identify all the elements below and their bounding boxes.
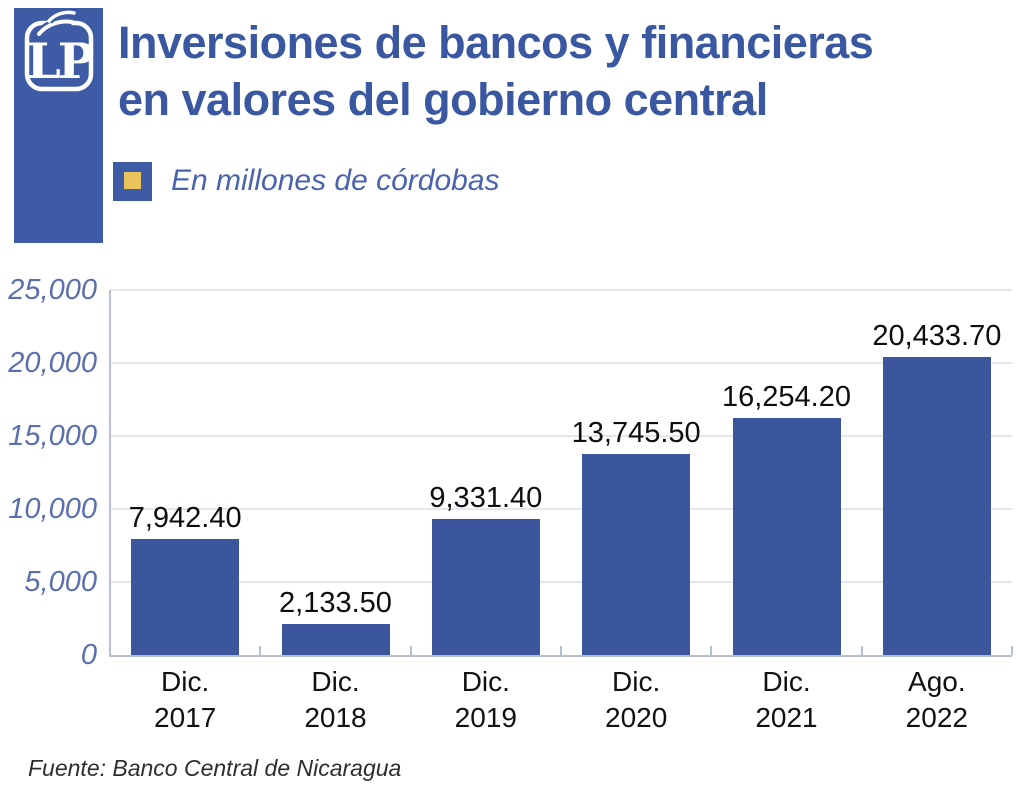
bar [131,539,240,655]
x-axis-label: Dic. 2019 [411,664,561,736]
chart-subtitle: En millones de córdobas [171,164,500,197]
bar [882,356,991,655]
y-axis-label: 15,000 [8,420,97,452]
x-axis-label-line: 2020 [605,702,668,733]
page-title-line2: en valores del gobierno central [118,74,768,125]
y-axis-label: 0 [80,639,97,671]
legend-swatch-inner-icon [124,171,141,189]
bar-value-label: 16,254.20 [721,380,851,413]
x-axis-label-line: Dic. [161,666,210,697]
gridline [110,289,1012,291]
x-axis-tick [560,646,562,655]
x-axis-label: Dic. 2017 [110,664,260,736]
bar-value-label: 20,433.70 [872,319,1002,352]
x-axis-label-line: 2019 [454,702,517,733]
x-axis-label-line: Dic. [762,666,811,697]
x-axis-label-line: Dic. [612,666,661,697]
y-axis-label: 5,000 [24,566,97,598]
logo-lp-mark: LP [26,32,93,90]
y-axis-label: 20,000 [8,347,97,379]
page-title: Inversiones de bancos y financieras en v… [118,14,874,128]
x-axis-tick [259,646,262,655]
bar-value-label: 9,331.40 [429,481,543,514]
y-axis-label: 10,000 [8,493,97,525]
legend-swatch-icon [113,161,152,201]
x-axis-label-line: Dic. [311,666,360,697]
x-axis-label: Dic. 2021 [711,664,861,736]
gridline [110,581,1012,583]
logo-slashes-icon [35,8,76,38]
x-axis-tick [710,646,713,655]
x-axis-label: Dic. 2018 [260,664,410,736]
la-prensa-logo: LP [14,8,103,243]
x-axis-tick [409,646,412,655]
x-axis-label-line: Dic. [461,666,510,697]
x-axis-label-line: 2017 [154,702,217,733]
bar [431,518,540,655]
y-axis-label: 25,000 [8,274,97,306]
source-note: Fuente: Banco Central de Nicaragua [28,755,402,781]
x-axis-tick [1011,646,1013,655]
gridline [110,435,1012,437]
x-axis-label-line: 2021 [755,702,818,733]
x-axis-label-line: Ago. [908,666,966,697]
x-axis-tick [860,646,863,655]
x-axis-label: Ago. 2022 [862,664,1012,736]
y-axis-line [109,290,111,657]
bar-value-label: 2,133.50 [279,586,392,619]
x-axis-label-line: 2022 [905,702,968,733]
x-axis-label-line: 2018 [304,702,367,733]
bar [732,417,841,655]
bar [582,454,691,655]
bar-value-label: 7,942.40 [128,502,242,535]
x-axis-line [109,655,1012,657]
page-title-line1: Inversiones de bancos y financieras [118,17,874,68]
gridline [110,508,1012,510]
chart-subtitle-row: En millones de córdobas [113,161,500,201]
x-axis-label: Dic. 2020 [561,664,711,736]
gridline [110,362,1012,364]
bar-value-label: 13,745.50 [571,417,701,450]
bar [281,623,390,655]
